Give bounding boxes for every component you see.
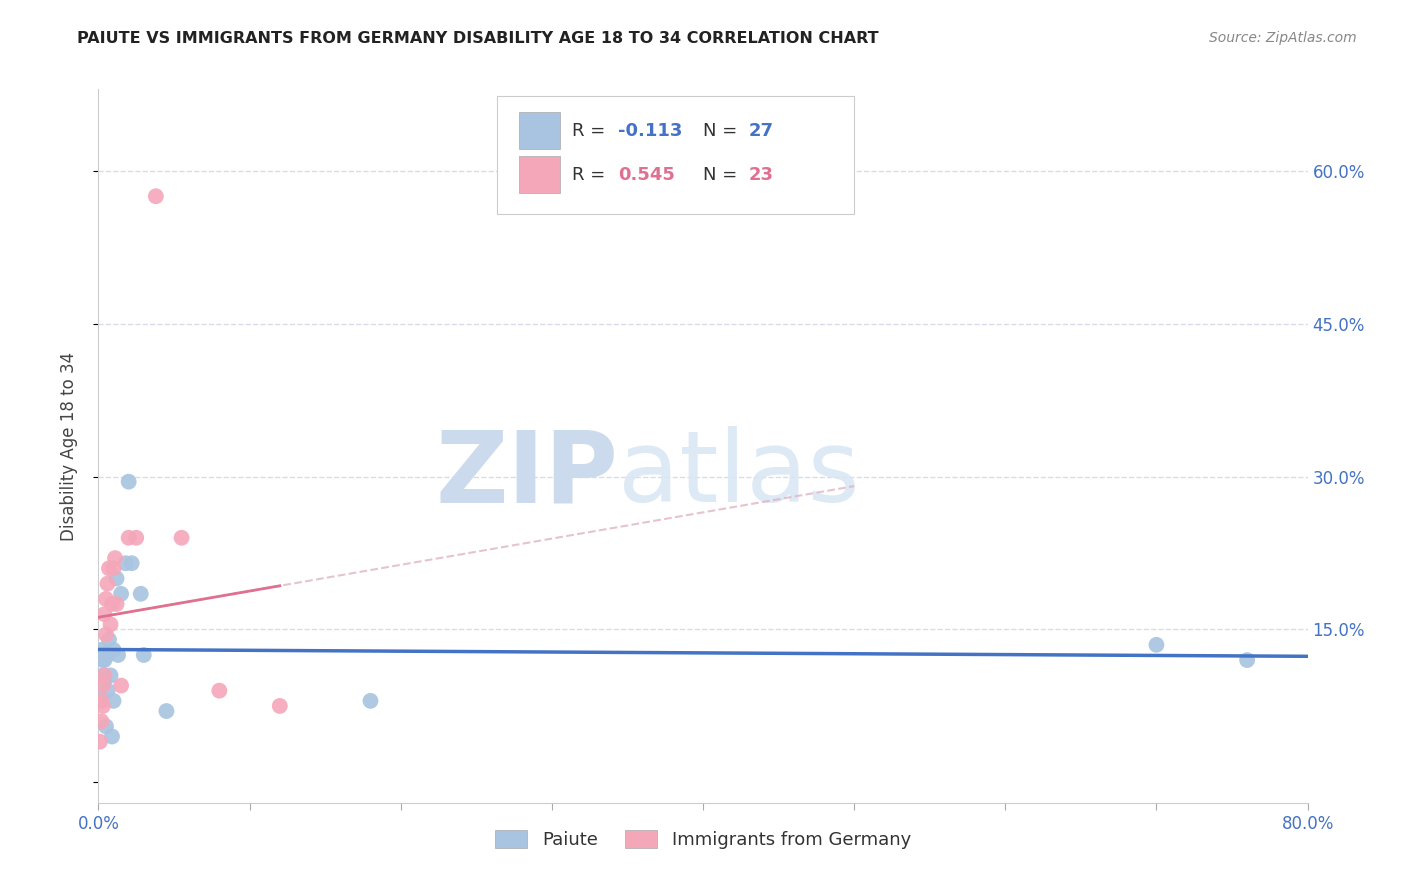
Text: R =: R = xyxy=(572,166,612,184)
Legend: Paiute, Immigrants from Germany: Paiute, Immigrants from Germany xyxy=(486,821,920,858)
Point xyxy=(91,698,114,713)
Point xyxy=(100,668,122,682)
Point xyxy=(132,648,155,662)
FancyBboxPatch shape xyxy=(498,96,855,214)
FancyBboxPatch shape xyxy=(519,112,561,149)
Point xyxy=(94,719,117,733)
Point xyxy=(104,551,127,566)
Point xyxy=(114,556,136,570)
Point xyxy=(93,653,115,667)
Point xyxy=(101,597,124,611)
Point xyxy=(96,576,118,591)
Text: ZIP: ZIP xyxy=(436,426,619,523)
Point xyxy=(208,683,231,698)
Point xyxy=(110,587,132,601)
Text: PAIUTE VS IMMIGRANTS FROM GERMANY DISABILITY AGE 18 TO 34 CORRELATION CHART: PAIUTE VS IMMIGRANTS FROM GERMANY DISABI… xyxy=(77,31,879,46)
Point xyxy=(101,730,124,744)
Point xyxy=(93,668,115,682)
Point xyxy=(91,653,114,667)
Point xyxy=(105,597,128,611)
Point xyxy=(100,617,122,632)
Point xyxy=(360,694,382,708)
Text: atlas: atlas xyxy=(619,426,860,523)
Point xyxy=(98,561,121,575)
Text: R =: R = xyxy=(572,121,612,139)
FancyBboxPatch shape xyxy=(519,156,561,194)
Text: N =: N = xyxy=(703,166,742,184)
Point xyxy=(89,734,111,748)
Text: N =: N = xyxy=(703,121,742,139)
Point xyxy=(89,689,111,703)
Y-axis label: Disability Age 18 to 34: Disability Age 18 to 34 xyxy=(59,351,77,541)
Point xyxy=(170,531,193,545)
Point xyxy=(96,648,118,662)
Text: Source: ZipAtlas.com: Source: ZipAtlas.com xyxy=(1209,31,1357,45)
Point xyxy=(107,648,129,662)
Point xyxy=(125,531,148,545)
Point xyxy=(118,531,141,545)
Point xyxy=(118,475,141,489)
Point xyxy=(98,632,121,647)
Point xyxy=(94,627,117,641)
Point xyxy=(1236,653,1258,667)
Point xyxy=(105,572,128,586)
Point xyxy=(94,591,117,606)
Point xyxy=(93,607,115,622)
Point xyxy=(155,704,177,718)
Point xyxy=(90,714,112,729)
Text: -0.113: -0.113 xyxy=(619,121,683,139)
Point xyxy=(91,679,114,693)
Point xyxy=(129,587,152,601)
Point xyxy=(94,648,117,662)
Point xyxy=(103,561,125,575)
Point xyxy=(103,694,125,708)
Point xyxy=(90,694,112,708)
Point xyxy=(103,643,125,657)
Text: 27: 27 xyxy=(749,121,773,139)
Point xyxy=(90,643,112,657)
Text: 23: 23 xyxy=(749,166,773,184)
Text: 0.545: 0.545 xyxy=(619,166,675,184)
Point xyxy=(96,683,118,698)
Point xyxy=(121,556,143,570)
Point xyxy=(1144,638,1167,652)
Point xyxy=(93,673,115,688)
Point xyxy=(110,679,132,693)
Point xyxy=(269,698,291,713)
Point xyxy=(145,189,167,203)
Point xyxy=(91,668,114,682)
